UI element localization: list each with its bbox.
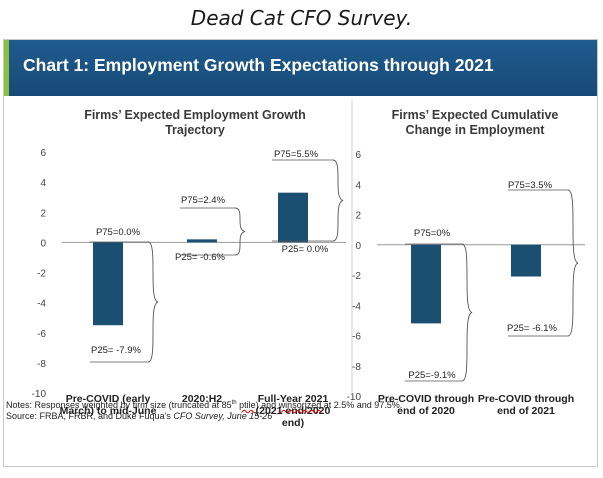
right-p25-label: P25= -6.1% [507,323,557,334]
page-title: Dead Cat CFO Survey. [190,6,413,30]
left-ytick-label: 0 [40,238,46,249]
right-category-label: Pre-COVID through [478,393,574,405]
right-panel-title: Firms’ Expected Cumulative Change in Emp… [360,108,590,138]
left-category-label: 2020:H2 [182,393,222,405]
right-bar [511,244,541,277]
left-ytick-label: 6 [40,148,46,159]
source-italic: CFO Survey, June 15-26 [173,411,273,421]
left-ytick-label: -6 [37,329,46,340]
right-brace [461,243,473,382]
notes-text: at 2.5% and 97.5%. [321,400,403,410]
right-ytick-label: 6 [355,150,361,161]
notes-winsorized: winsorized [278,400,322,410]
right-ytick-label: -4 [352,301,361,312]
right-ytick-label: -10 [347,392,362,403]
left-p75-label: P75=0.0% [96,227,141,238]
left-panel-title-line: Trajectory [165,123,225,137]
right-category-label: end of 2020 [397,405,455,417]
chart-notes: Notes: Responses weighted by firm size (… [6,398,402,422]
right-ytick-label: 2 [355,211,361,222]
left-category-label: end) [282,417,304,429]
left-p25-label: P25= 0.0% [282,244,329,255]
notes-ptile: ptile [239,400,256,410]
right-p25-label: P25=-9.1% [408,370,456,381]
left-p75-label: P75=2.4% [181,195,226,206]
right-category-label: Pre-COVID through [378,393,474,405]
right-ytick-label: -8 [352,362,361,373]
right-brace [567,189,579,337]
banner-title: Chart 1: Employment Growth Expectations … [23,55,494,75]
left-category-label: March) to mid-June [60,405,157,417]
left-ytick-label: -2 [37,269,46,280]
right-panel-title-line: Change in Employment [405,123,545,137]
left-brace [234,207,246,256]
left-panel-title: Firms’ Expected Employment Growth Trajec… [60,108,330,138]
left-panel-title-line: Firms’ Expected Employment Growth [84,108,306,122]
chart-frame: Chart 1: Employment Growth Expectations … [3,39,598,467]
left-ytick-label: -8 [37,359,46,370]
left-bar [93,242,123,326]
left-p25-label: P25= -7.9% [91,345,141,356]
left-ytick-label: 2 [40,208,46,219]
left-bar [187,239,217,243]
right-ytick-label: -2 [352,271,361,282]
right-p75-label: P75=0% [414,228,451,239]
left-brace [332,159,344,242]
left-category-label: (2021 end/2020 [256,405,331,417]
right-category-label: end of 2021 [497,405,555,417]
right-p75-label: P75=3.5% [508,180,553,191]
source-text: Source: FRBA, FRBR, and Duke Fuqua’s [6,411,174,421]
right-ytick-label: -6 [352,332,361,343]
notes-text: Notes: Responses weighted by firm size (… [6,400,232,410]
left-p75-label: P75=5.5% [274,149,319,160]
notes-superscript: th [231,400,237,406]
right-ytick-label: 4 [355,180,361,191]
left-ytick-label: -10 [32,389,47,400]
right-ytick-label: 0 [355,241,361,252]
left-category-label: Pre-COVID (early [66,393,151,405]
right-panel-title-line: Firms’ Expected Cumulative [391,108,559,122]
left-p25-label: P25= -0.6% [175,252,225,263]
notes-text: ) and [255,400,279,410]
left-ytick-label: -4 [37,299,46,310]
notes-line-1: Notes: Responses weighted by firm size (… [6,398,402,411]
left-ytick-label: 4 [40,178,46,189]
notes-line-2: Source: FRBA, FRBR, and Duke Fuqua’s CFO… [6,411,402,422]
right-bar [411,244,441,324]
left-brace [147,241,159,363]
left-bar [278,192,308,243]
chart-banner: Chart 1: Employment Growth Expectations … [4,40,597,96]
left-category-label: Full-Year 2021 [258,393,329,405]
